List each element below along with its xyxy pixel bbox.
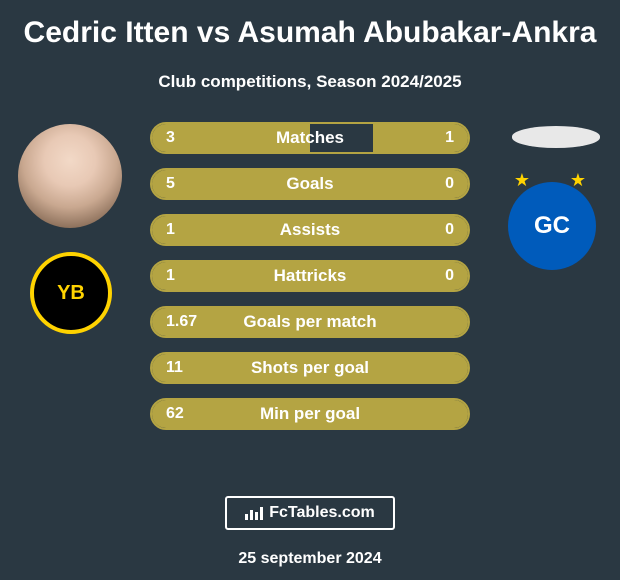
stat-label: Matches xyxy=(152,124,468,152)
stat-row: 62Min per goal xyxy=(150,398,470,430)
stat-value-right: 0 xyxy=(445,170,454,198)
player1-avatar xyxy=(18,124,122,228)
player2-avatar xyxy=(512,126,600,148)
season-subtitle: Club competitions, Season 2024/2025 xyxy=(158,72,461,92)
stat-row: 5Goals0 xyxy=(150,168,470,200)
comparison-title: Cedric Itten vs Asumah Abubakar-Ankra xyxy=(24,16,597,50)
stat-label: Min per goal xyxy=(152,400,468,428)
stat-value-right: 1 xyxy=(445,124,454,152)
stat-label: Shots per goal xyxy=(152,354,468,382)
stat-row: 3Matches1 xyxy=(150,122,470,154)
player2-badge-text: GC xyxy=(534,212,570,240)
brand-text: FcTables.com xyxy=(269,504,375,522)
stats-list: 3Matches15Goals01Assists01Hattricks01.67… xyxy=(150,122,470,444)
stat-label: Goals xyxy=(152,170,468,198)
stat-value-right: 0 xyxy=(445,216,454,244)
stat-row: 1Assists0 xyxy=(150,214,470,246)
stat-value-right: 0 xyxy=(445,262,454,290)
player2-club-badge: GC xyxy=(508,182,596,270)
date-text: 25 september 2024 xyxy=(238,550,381,568)
bar-chart-icon xyxy=(245,506,263,520)
stat-label: Assists xyxy=(152,216,468,244)
brand-box: FcTables.com xyxy=(225,496,395,530)
stat-row: 1Hattricks0 xyxy=(150,260,470,292)
player1-badge-text: YB xyxy=(57,282,85,305)
stat-label: Goals per match xyxy=(152,308,468,336)
infographic-container: Cedric Itten vs Asumah Abubakar-Ankra Cl… xyxy=(0,0,620,580)
stat-row: 11Shots per goal xyxy=(150,352,470,384)
main-area: YB ★ ★ GC 3Matches15Goals01Assists01Hatt… xyxy=(10,122,610,494)
stat-row: 1.67Goals per match xyxy=(150,306,470,338)
stat-label: Hattricks xyxy=(152,262,468,290)
player1-club-badge: YB xyxy=(30,252,112,334)
